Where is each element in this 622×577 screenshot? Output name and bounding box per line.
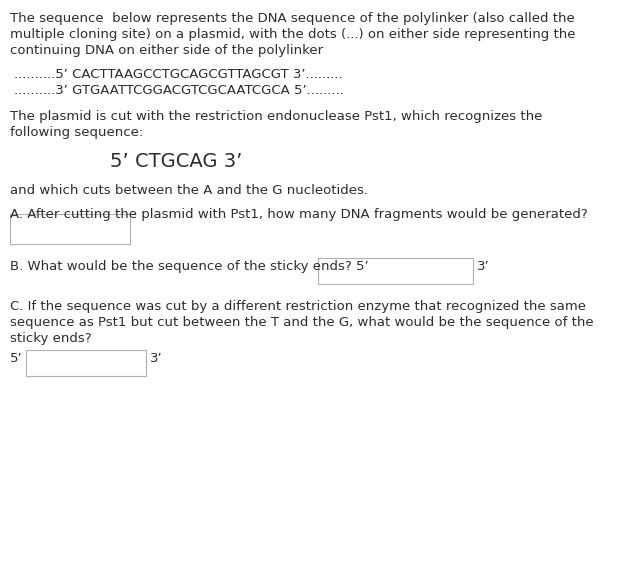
Text: sequence as Pst1 but cut between the T and the G, what would be the sequence of : sequence as Pst1 but cut between the T a… xyxy=(10,316,593,329)
Text: C. If the sequence was cut by a different restriction enzyme that recognized the: C. If the sequence was cut by a differen… xyxy=(10,300,586,313)
Text: 3’: 3’ xyxy=(150,352,162,365)
Text: sticky ends?: sticky ends? xyxy=(10,332,91,345)
Text: multiple cloning site) on a plasmid, with the dots (...) on either side represen: multiple cloning site) on a plasmid, wit… xyxy=(10,28,575,41)
Text: 3’: 3’ xyxy=(477,260,490,273)
Text: following sequence:: following sequence: xyxy=(10,126,143,139)
Bar xyxy=(10,214,130,244)
Text: The sequence  below represents the DNA sequence of the polylinker (also called t: The sequence below represents the DNA se… xyxy=(10,12,575,25)
Text: 5’ CTGCAG 3’: 5’ CTGCAG 3’ xyxy=(110,152,243,171)
Text: ..........5’ CACTTAAGCCTGCAGCGTTAGCGT 3’.........: ..........5’ CACTTAAGCCTGCAGCGTTAGCGT 3’… xyxy=(14,68,343,81)
Text: B. What would be the sequence of the sticky ends? 5’: B. What would be the sequence of the sti… xyxy=(10,260,369,273)
Text: ..........3’ GTGAATTCGGACGTCGCAATCGCA 5’.........: ..........3’ GTGAATTCGGACGTCGCAATCGCA 5’… xyxy=(14,84,344,97)
Text: and which cuts between the A and the G nucleotides.: and which cuts between the A and the G n… xyxy=(10,184,368,197)
Text: The plasmid is cut with the restriction endonuclease Pst1, which recognizes the: The plasmid is cut with the restriction … xyxy=(10,110,542,123)
Text: A. After cutting the plasmid with Pst1, how many DNA fragments would be generate: A. After cutting the plasmid with Pst1, … xyxy=(10,208,588,221)
Text: continuing DNA on either side of the polylinker: continuing DNA on either side of the pol… xyxy=(10,44,323,57)
Bar xyxy=(318,258,473,284)
Bar xyxy=(26,350,146,376)
Text: 5’: 5’ xyxy=(10,352,22,365)
